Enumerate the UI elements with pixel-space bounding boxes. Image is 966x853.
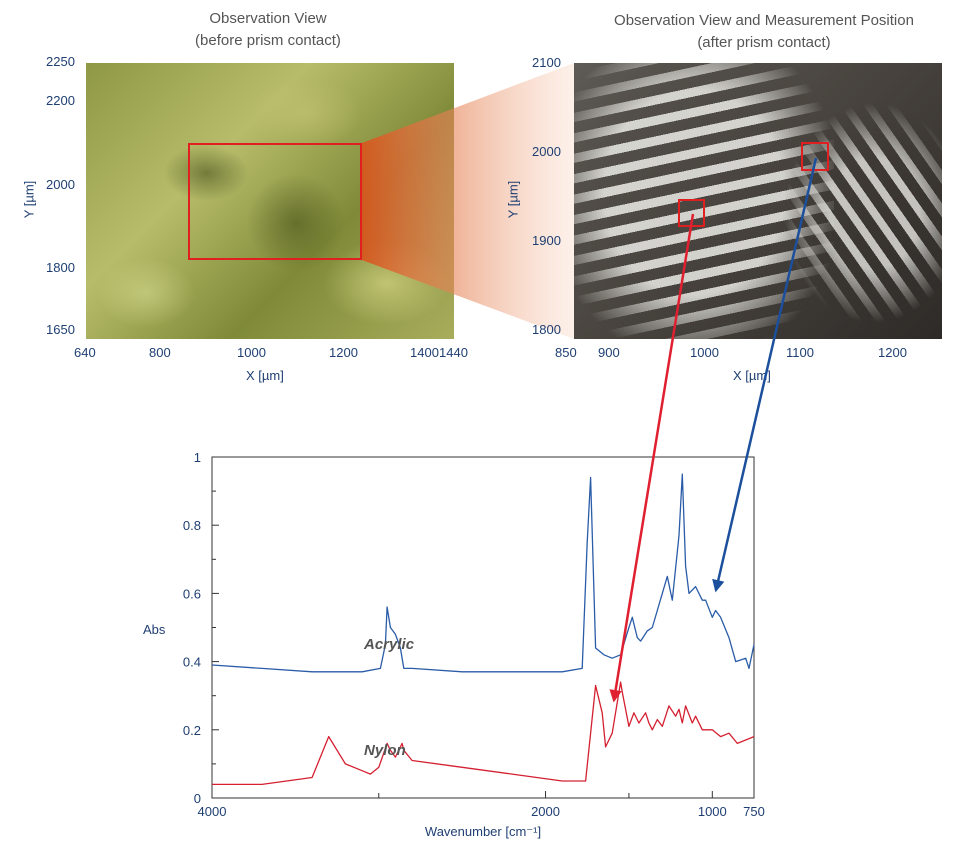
left-ytick-2000: 2000 xyxy=(46,177,75,192)
x-tick-label: 750 xyxy=(743,804,765,819)
x-tick-label: 2000 xyxy=(531,804,560,819)
right-title-line1: Observation View and Measurement Positio… xyxy=(614,12,914,29)
series-acrylic-line xyxy=(211,473,755,673)
left-xtick-1400: 1400 xyxy=(410,345,439,360)
left-xtick-1200: 1200 xyxy=(329,345,358,360)
right-image-title: Observation View and Measurement Positio… xyxy=(574,10,954,54)
left-xtick-1000: 1000 xyxy=(237,345,266,360)
left-xtick-640: 640 xyxy=(74,345,96,360)
right-xtick-900: 900 xyxy=(598,345,620,360)
left-roi-box xyxy=(188,143,362,260)
left-ytick-1800: 1800 xyxy=(46,260,75,275)
right-title-line2: (after prism contact) xyxy=(697,34,831,51)
series-nylon-line xyxy=(212,681,755,786)
series-label-nylon: Nylon xyxy=(364,742,406,759)
left-xlabel: X [µm] xyxy=(246,368,284,383)
left-image-title: Observation View (before prism contact) xyxy=(118,8,418,52)
y-tick-label: 1 xyxy=(194,450,201,465)
y-tick-label: 0.6 xyxy=(183,586,201,601)
y-axis-label: Abs xyxy=(143,622,166,637)
right-xtick-1000: 1000 xyxy=(690,345,719,360)
left-ytick-1650: 1650 xyxy=(46,322,75,337)
left-ytick-2250: 2250 xyxy=(46,54,75,69)
acrylic-measurement-box xyxy=(801,142,829,171)
left-xtick-800: 800 xyxy=(149,345,171,360)
series-label-acrylic: Acrylic xyxy=(363,636,415,653)
left-xtick-1440: 1440 xyxy=(439,345,468,360)
y-tick-label: 0 xyxy=(194,791,201,806)
right-xlabel: X [µm] xyxy=(733,368,771,383)
x-axis-label: Wavenumber [cm⁻¹] xyxy=(425,824,541,839)
x-tick-label: 4000 xyxy=(198,804,227,819)
left-title-line2: (before prism contact) xyxy=(195,32,341,49)
right-xtick-1100: 1100 xyxy=(786,345,814,360)
x-tick-label: 1000 xyxy=(698,804,727,819)
right-ytick-2000: 2000 xyxy=(532,144,561,159)
right-ytick-2100: 2100 xyxy=(532,55,561,70)
y-tick-label: 0.2 xyxy=(183,723,201,738)
acrylic-pointer-arrow xyxy=(712,157,818,593)
right-xtick-1200: 1200 xyxy=(878,345,907,360)
y-tick-label: 0.8 xyxy=(183,518,201,533)
right-ytick-1900: 1900 xyxy=(532,233,561,248)
y-tick-label: 0.4 xyxy=(183,655,201,670)
left-ytick-2200: 2200 xyxy=(46,93,75,108)
nylon-pointer-arrow xyxy=(609,213,695,703)
right-xtick-850: 850 xyxy=(555,345,577,360)
right-ytick-1800: 1800 xyxy=(532,322,561,337)
left-title-line1: Observation View xyxy=(209,10,327,27)
